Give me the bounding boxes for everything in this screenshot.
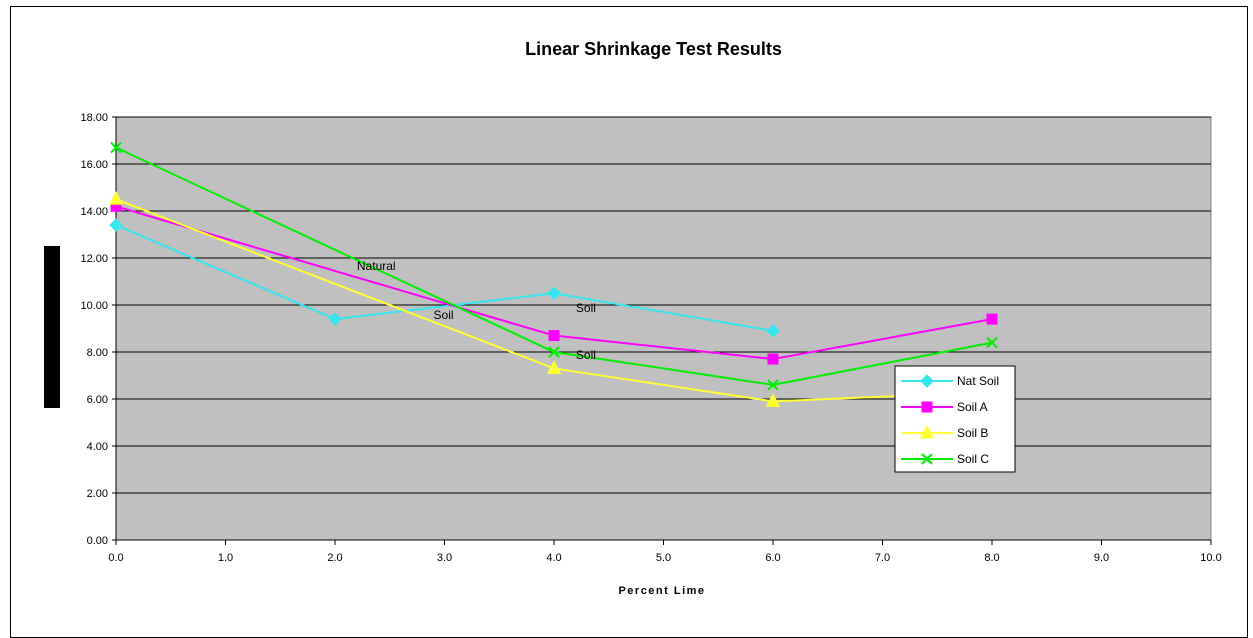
y-tick-label: 2.00 <box>87 488 108 500</box>
data-point-soil-c <box>548 346 560 358</box>
data-point-soil-a <box>986 313 998 325</box>
x-tick-label: 4.0 <box>546 552 561 564</box>
data-point-soil-c <box>767 379 779 391</box>
x-tick-label: 6.0 <box>765 552 780 564</box>
x-axis-label: Percent Lime <box>618 585 705 597</box>
data-point-nat-soil <box>109 218 123 232</box>
y-tick-label: 6.00 <box>87 394 108 406</box>
series-line-soil-b <box>115 198 993 403</box>
annotation-label: Natural <box>357 259 396 273</box>
legend-marker-soil-a <box>921 401 933 413</box>
x-tick-label: 10.0 <box>1200 552 1221 564</box>
y-tick-label: 16.00 <box>80 159 108 171</box>
y-axis-label-box <box>44 246 60 408</box>
legend-marker-soil-b <box>919 424 935 439</box>
data-point-nat-soil <box>547 286 561 300</box>
x-tick-label: 1.0 <box>218 552 233 564</box>
plot-background <box>115 116 1212 541</box>
legend-label-soil-c: Soil C <box>957 452 989 466</box>
series-line-soil-a <box>115 205 993 361</box>
x-tick-label: 8.0 <box>984 552 999 564</box>
y-tick-label: 8.00 <box>87 347 108 359</box>
y-tick-label: 4.00 <box>87 441 108 453</box>
legend-marker-soil-c <box>921 453 933 465</box>
y-tick-label: 18.00 <box>80 112 108 124</box>
plot-area: 0.00 2.00 4.00 6.00 8.00 10.00 12.00 14.00 16.00… <box>80 112 1221 564</box>
data-point-soil-b <box>546 360 562 374</box>
x-tick-label: 5.0 <box>656 552 671 564</box>
legend-label-nat-soil: Nat Soil <box>957 374 999 388</box>
x-tick-label: 9.0 <box>1094 552 1109 564</box>
y-tick-label: 10.00 <box>80 300 108 312</box>
data-point-soil-b <box>108 191 124 205</box>
y-tick-label: 12.00 <box>80 253 108 265</box>
legend-box <box>894 365 1016 473</box>
legend: Nat Soil Soil A Soil B Soil C <box>894 365 1016 473</box>
data-point-nat-soil <box>328 312 342 326</box>
series-line-nat-soil <box>115 224 774 332</box>
data-point-soil-c <box>110 141 122 154</box>
series-line-soil-c <box>115 146 993 386</box>
legend-label-soil-b: Soil B <box>957 426 988 440</box>
annotation-label: Soil <box>576 348 596 362</box>
data-point-soil-c <box>986 336 998 349</box>
x-tick-label: 0.0 <box>108 552 123 564</box>
x-tick-label: 7.0 <box>875 552 890 564</box>
legend-marker-nat-soil <box>920 374 934 388</box>
chart-title: Linear Shrinkage Test Results <box>525 39 782 59</box>
annotation-label: Soil <box>576 301 596 315</box>
data-point-soil-a <box>767 353 779 365</box>
annotation-label: Soil <box>434 308 454 322</box>
y-tick-label: 14.00 <box>80 206 108 218</box>
y-tick-label: 0.00 <box>87 535 108 547</box>
x-tick-label: 3.0 <box>437 552 452 564</box>
data-point-soil-a <box>548 330 560 342</box>
data-point-nat-soil <box>766 324 780 338</box>
data-point-soil-b <box>765 393 781 407</box>
x-tick-label: 2.0 <box>327 552 342 564</box>
legend-label-soil-a: Soil A <box>957 400 988 414</box>
